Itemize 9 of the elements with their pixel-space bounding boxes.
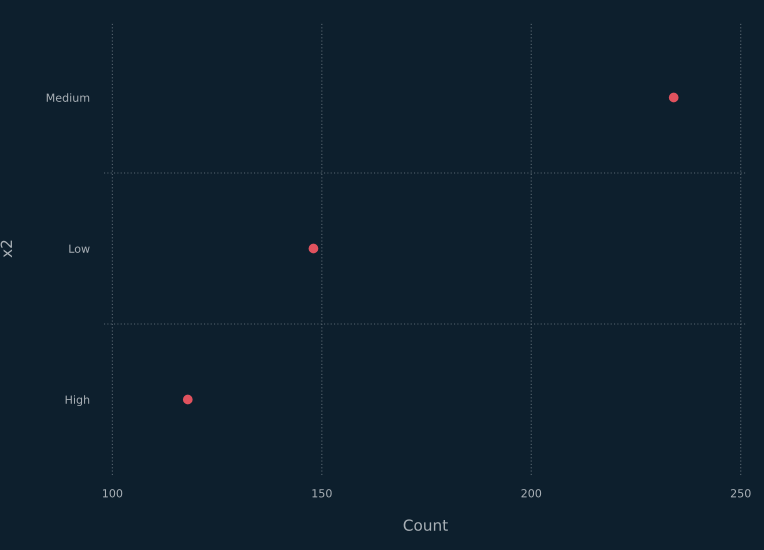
y-tick-label: High	[66, 395, 90, 406]
x-axis-title: Count	[404, 519, 448, 531]
x-tick-label: 100	[102, 489, 122, 498]
x-tick-label: 150	[312, 489, 332, 498]
y-tick-label: Low	[69, 244, 90, 253]
y-axis-title: x2	[0, 240, 12, 258]
x-tick-label: 250	[730, 489, 751, 498]
y-tick-label: Medium	[46, 93, 90, 102]
x-tick-label: 200	[521, 489, 542, 498]
